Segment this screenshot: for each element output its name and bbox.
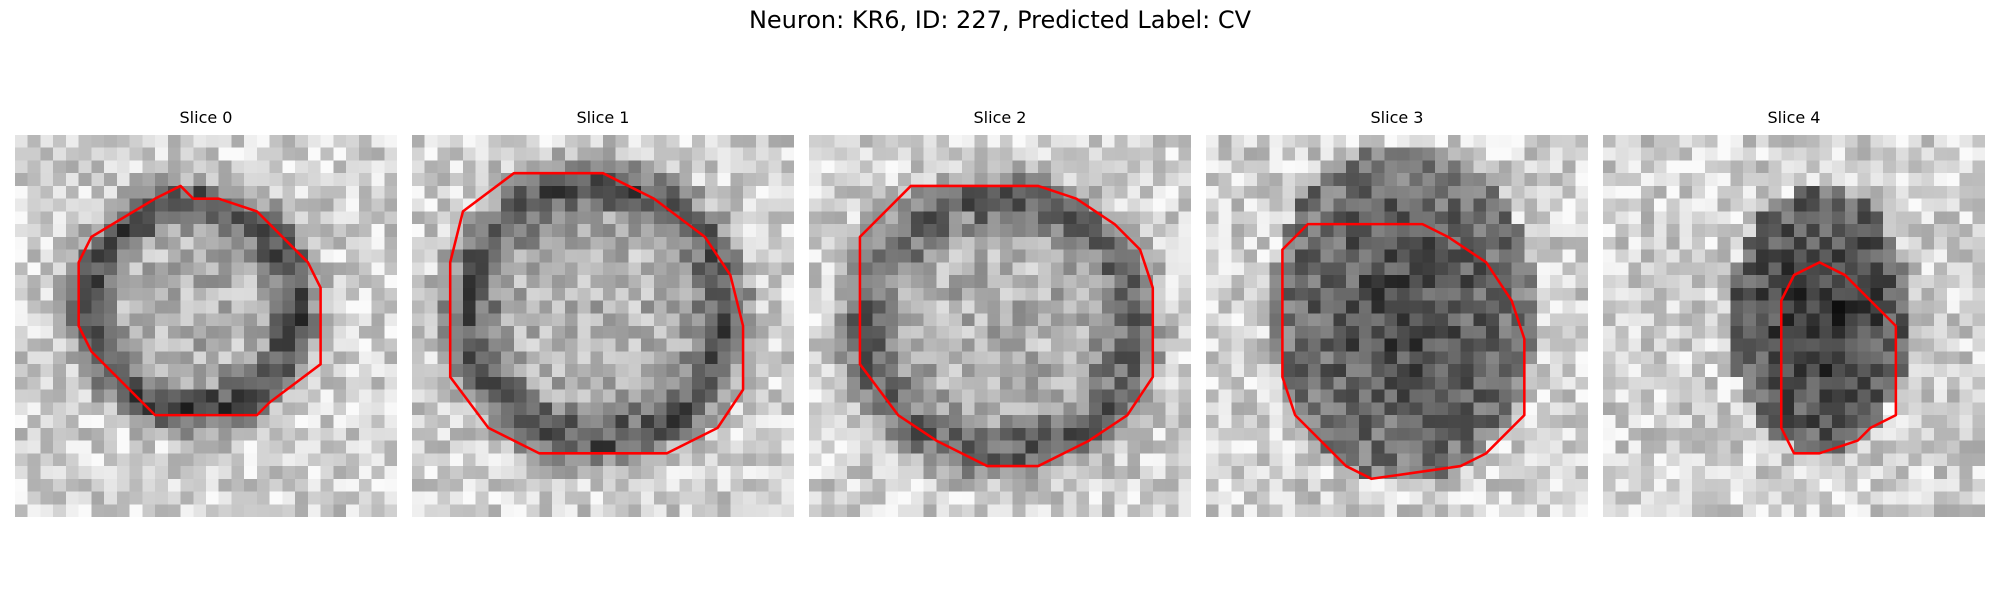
slice-title-1: Slice 1 <box>576 108 630 127</box>
segmentation-contour-0 <box>77 184 322 417</box>
slice-title-2: Slice 2 <box>973 108 1027 127</box>
slice-title-0: Slice 0 <box>179 108 233 127</box>
slice-image-1 <box>412 135 794 517</box>
segmentation-contour-4 <box>1779 261 1898 455</box>
segmentation-contour-1 <box>448 171 745 455</box>
segmentation-contour-3 <box>1281 222 1526 481</box>
slice-image-2 <box>809 135 1191 517</box>
slice-image-4 <box>1603 135 1985 517</box>
figure-title: Neuron: KR6, ID: 227, Predicted Label: C… <box>748 6 1252 34</box>
slice-image-0 <box>15 135 397 517</box>
slice-title-3: Slice 3 <box>1370 108 1424 127</box>
slice-image-3 <box>1206 135 1588 517</box>
slice-title-4: Slice 4 <box>1767 108 1821 127</box>
segmentation-contour-2 <box>858 184 1155 468</box>
